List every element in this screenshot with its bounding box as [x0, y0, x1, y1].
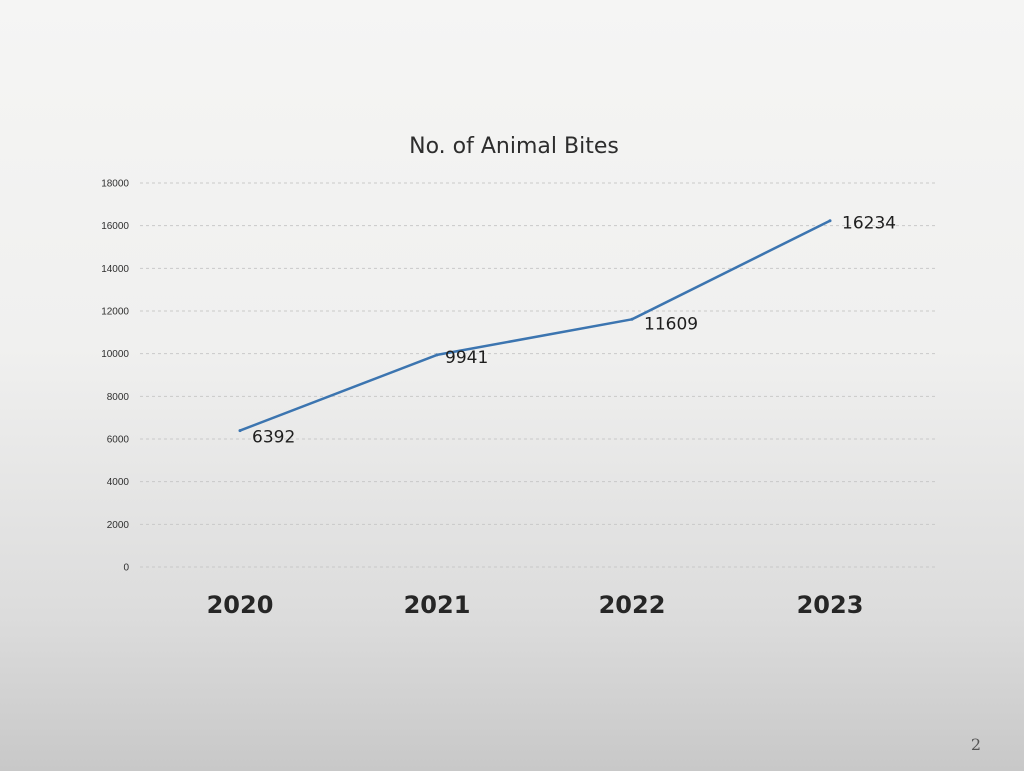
data-label: 9941 [445, 348, 488, 368]
page-number: 2 [971, 735, 981, 754]
y-tick-label: 16000 [101, 221, 129, 232]
data-point [435, 353, 439, 357]
y-tick-label: 4000 [107, 477, 130, 488]
series-line [238, 219, 832, 432]
chart-title: No. of Animal Bites [409, 134, 619, 159]
x-tick-label: 2021 [404, 591, 471, 619]
series [238, 219, 832, 433]
data-point [238, 429, 242, 433]
y-tick-label: 0 [123, 563, 129, 574]
gridlines [140, 182, 935, 568]
x-tick-label: 2023 [797, 591, 864, 619]
x-axis: 2020 2021 2022 2023 [207, 591, 864, 619]
y-tick-label: 18000 [101, 179, 129, 190]
y-tick-label: 14000 [101, 264, 129, 275]
data-labels: 6392 9941 11609 16234 [252, 214, 896, 448]
data-point [630, 317, 634, 321]
y-tick-label: 12000 [101, 307, 129, 318]
data-label: 11609 [644, 314, 698, 334]
data-label: 6392 [252, 428, 295, 448]
y-tick-label: 8000 [107, 392, 130, 403]
data-point [828, 219, 832, 223]
data-label: 16234 [842, 214, 896, 234]
x-tick-label: 2022 [599, 591, 666, 619]
y-tick-label: 10000 [101, 349, 129, 360]
y-tick-label: 2000 [107, 520, 130, 531]
x-tick-label: 2020 [207, 591, 274, 619]
y-tick-label: 6000 [107, 435, 130, 446]
y-axis: 0 2000 4000 6000 8000 10000 12000 14000 16000 180… [101, 179, 129, 574]
